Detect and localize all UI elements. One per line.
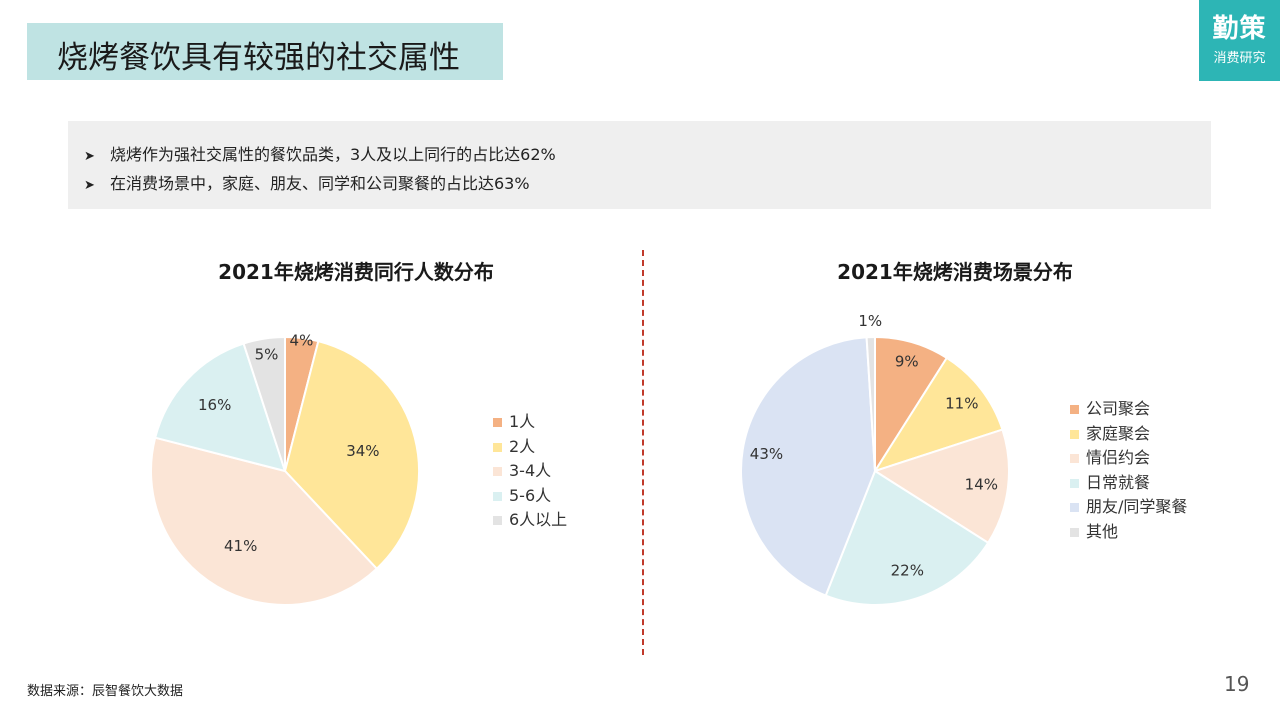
summary-box: ➤ 烧烤作为强社交属性的餐饮品类，3人及以上同行的占比达62% ➤ 在消费场景中，家… bbox=[68, 121, 1211, 209]
legend-swatch bbox=[1070, 454, 1079, 463]
chart-title-scenarios: 2021年烧烤消费场景分布 bbox=[837, 260, 1073, 284]
legend-swatch bbox=[493, 491, 502, 501]
legend-swatch bbox=[1070, 405, 1079, 414]
legend-item: 1人 bbox=[493, 410, 567, 435]
chart-divider bbox=[642, 250, 644, 655]
legend-label: 2人 bbox=[509, 436, 536, 456]
legend-swatch bbox=[1070, 478, 1079, 488]
pie-slice-1-3 bbox=[824, 469, 990, 606]
pie-data-label: 1% bbox=[858, 312, 882, 330]
chart-title-companions: 2021年烧烤消费同行人数分布 bbox=[218, 260, 494, 284]
legend-label: 朋友/同学聚餐 bbox=[1086, 497, 1188, 516]
legend-label: 5-6人 bbox=[509, 485, 552, 505]
legend-label: 1人 bbox=[509, 412, 536, 431]
legend-swatch bbox=[493, 467, 502, 476]
pie-data-label: 34% bbox=[346, 442, 379, 460]
legend-item: 3-4人 bbox=[493, 459, 567, 484]
pie-data-label: 16% bbox=[198, 396, 231, 414]
pie-slice-1-4 bbox=[740, 336, 877, 597]
pie-data-label: 22% bbox=[891, 561, 924, 579]
legend-item: 5-6人 bbox=[493, 484, 567, 509]
page-number: 19 bbox=[1224, 672, 1250, 696]
logo-sub-text: 消费研究 bbox=[1213, 51, 1266, 66]
pie-data-label: 4% bbox=[290, 332, 314, 350]
legend-item: 朋友/同学聚餐 bbox=[1070, 495, 1187, 520]
pie-slice-0-2 bbox=[150, 436, 379, 606]
legend-label: 日常就餐 bbox=[1086, 472, 1151, 492]
pie-slice-1-2 bbox=[872, 428, 1010, 545]
legend-item: 公司聚会 bbox=[1070, 397, 1187, 422]
title-banner: 烧烤餐饮具有较强的社交属性 bbox=[27, 23, 503, 80]
legend-label: 其他 bbox=[1086, 521, 1119, 541]
legend-swatch bbox=[1070, 429, 1079, 439]
arrow-bullet-icon: ➤ bbox=[84, 178, 95, 193]
legend-companions: 1人 2人 3-4人 5-6人 6人以上 bbox=[493, 410, 567, 533]
legend-item: 其他 bbox=[1070, 520, 1187, 545]
legend-label: 家庭聚会 bbox=[1086, 423, 1151, 443]
summary-bullet-text: 烧烤作为强社交属性的餐饮品类，3人及以上同行的占比达62% bbox=[110, 145, 556, 164]
pie-data-label: 5% bbox=[255, 346, 279, 364]
pie-slice-1-1 bbox=[872, 356, 1004, 473]
brand-logo: 勤策 消费研究 bbox=[1199, 0, 1280, 81]
legend-item: 情侣约会 bbox=[1070, 446, 1187, 471]
summary-bullet-text: 在消费场景中，家庭、朋友、同学和公司聚餐的占比达63% bbox=[110, 174, 530, 193]
pie-slice-1-5 bbox=[865, 335, 876, 472]
pie-slice-0-4 bbox=[242, 335, 286, 472]
legend-swatch bbox=[493, 418, 502, 427]
legend-swatch bbox=[493, 516, 502, 525]
pie-data-label: 9% bbox=[895, 353, 919, 371]
pie-slice-0-3 bbox=[153, 342, 287, 473]
summary-bullet: ➤ 在消费场景中，家庭、朋友、同学和公司聚餐的占比达63% bbox=[84, 170, 530, 194]
arrow-bullet-icon: ➤ bbox=[84, 149, 95, 164]
legend-swatch bbox=[1070, 503, 1079, 512]
pie-slice-0-1 bbox=[283, 339, 420, 571]
legend-swatch bbox=[1070, 527, 1079, 537]
legend-swatch bbox=[493, 442, 502, 452]
legend-label: 3-4人 bbox=[509, 461, 552, 480]
page-title: 烧烤餐饮具有较强的社交属性 bbox=[57, 40, 460, 76]
legend-item: 家庭聚会 bbox=[1070, 422, 1187, 447]
pie-data-label: 43% bbox=[750, 445, 783, 463]
data-source: 数据来源：辰智餐饮大数据 bbox=[27, 684, 184, 699]
legend-label: 6人以上 bbox=[509, 510, 568, 529]
legend-label: 情侣约会 bbox=[1086, 448, 1151, 467]
legend-label: 公司聚会 bbox=[1086, 399, 1151, 418]
pie-data-label: 41% bbox=[224, 537, 257, 555]
pie-data-label: 14% bbox=[965, 475, 998, 493]
logo-main-text: 勤策 bbox=[1212, 14, 1267, 44]
summary-bullet: ➤ 烧烤作为强社交属性的餐饮品类，3人及以上同行的占比达62% bbox=[84, 141, 556, 165]
pie-data-label: 11% bbox=[945, 395, 978, 413]
legend-scenarios: 公司聚会家庭聚会情侣约会日常就餐朋友/同学聚餐 其他 bbox=[1070, 397, 1187, 544]
legend-item: 2人 bbox=[493, 435, 567, 460]
legend-item: 日常就餐 bbox=[1070, 471, 1187, 496]
legend-item: 6人以上 bbox=[493, 508, 567, 533]
